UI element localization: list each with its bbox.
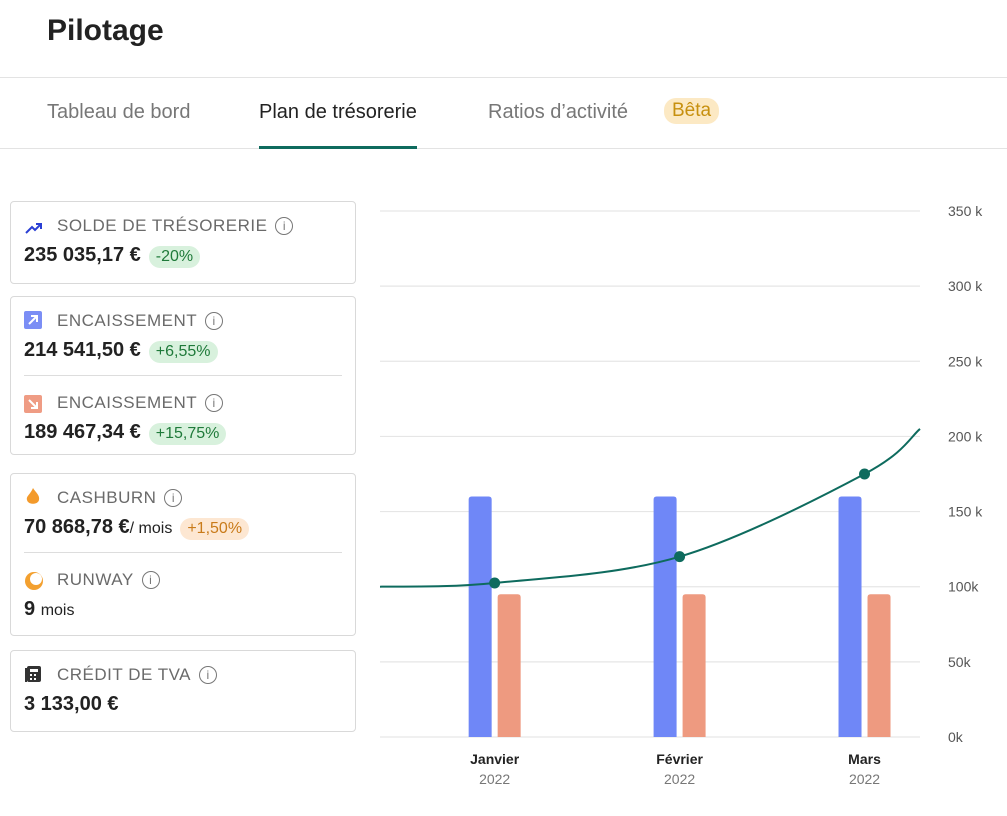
- info-icon[interactable]: i: [205, 312, 224, 330]
- change-badge: -20%: [148, 246, 201, 268]
- separator: [24, 552, 342, 553]
- icon: [26, 488, 40, 504]
- bar: [468, 496, 492, 737]
- card-value: 9: [24, 598, 36, 620]
- tab[interactable]: Tableau de bord: [47, 101, 191, 123]
- card-label: RUNWAY: [57, 570, 134, 589]
- card-value: 214 541,50 €: [24, 339, 141, 361]
- card: SOLDE DE TRÉSORERIE i 235 035,17 € -20%: [10, 201, 356, 284]
- x-tick-sublabel: 2022: [849, 771, 880, 787]
- bar: [682, 594, 706, 737]
- card-label: CASHBURN: [57, 488, 157, 507]
- line-marker: [489, 577, 501, 589]
- bar: [653, 496, 677, 737]
- divider: [0, 148, 1007, 149]
- y-tick-label: 200 k: [948, 428, 983, 444]
- info-icon[interactable]: i: [275, 217, 294, 235]
- card: CASHBURN i 70 868,78 €/ mois +1,50% RUNWAY…: [10, 473, 356, 636]
- icon: [25, 223, 42, 234]
- card-label: CRÉDIT DE TVA: [57, 665, 192, 684]
- x-tick-label: Mars: [848, 751, 881, 767]
- y-tick-label: 50k: [948, 654, 972, 670]
- y-tick-label: 350 k: [948, 203, 983, 219]
- tab[interactable]: Ratios d’activité: [488, 101, 629, 123]
- page-title: Pilotage: [47, 14, 164, 47]
- card-label: SOLDE DE TRÉSORERIE: [57, 216, 268, 235]
- info-icon[interactable]: i: [164, 489, 183, 507]
- icon: [24, 395, 42, 413]
- info-icon[interactable]: i: [205, 394, 224, 412]
- y-tick-label: 300 k: [948, 278, 983, 294]
- change-badge: +15,75%: [148, 423, 227, 445]
- x-tick-label: Janvier: [470, 751, 520, 767]
- card: ENCAISSEMENT i 214 541,50 € +6,55% ENCAISS…: [10, 296, 356, 455]
- separator: [24, 375, 342, 376]
- info-icon[interactable]: i: [199, 666, 218, 684]
- line: [379, 428, 921, 588]
- bar: [867, 594, 891, 737]
- bar: [497, 594, 521, 737]
- line-marker: [859, 468, 871, 480]
- divider: [0, 77, 1007, 78]
- x-tick-sublabel: 2022: [479, 771, 510, 787]
- icon: [25, 572, 43, 590]
- y-tick-label: 250 k: [948, 353, 983, 369]
- bar: [838, 496, 862, 737]
- card-unit: / mois: [129, 520, 173, 537]
- tab[interactable]: Plan de trésorerie: [259, 101, 417, 123]
- change-badge: +1,50%: [180, 518, 250, 540]
- y-tick-label: 150 k: [948, 504, 983, 520]
- card-label: ENCAISSEMENT: [57, 311, 198, 330]
- change-badge: +6,55%: [148, 341, 218, 363]
- card-value: 235 035,17 €: [24, 244, 141, 266]
- icon: [24, 311, 42, 329]
- card-value: 70 868,78 €: [24, 516, 130, 538]
- card-value: 3 133,00 €: [24, 693, 119, 715]
- card: CRÉDIT DE TVA i 3 133,00 €: [10, 650, 356, 732]
- x-tick-sublabel: 2022: [664, 771, 695, 787]
- card-unit: mois: [40, 602, 75, 619]
- active-tab-indicator: [259, 146, 417, 149]
- info-icon[interactable]: i: [141, 571, 160, 589]
- icon: [25, 666, 41, 682]
- y-tick-label: 100k: [948, 579, 979, 595]
- line-marker: [674, 551, 686, 563]
- y-tick-label: 0k: [948, 729, 964, 745]
- card-label: ENCAISSEMENT: [57, 393, 198, 412]
- x-tick-label: Février: [656, 751, 703, 767]
- beta-badge: Bêta: [664, 98, 720, 124]
- card-value: 189 467,34 €: [24, 421, 141, 443]
